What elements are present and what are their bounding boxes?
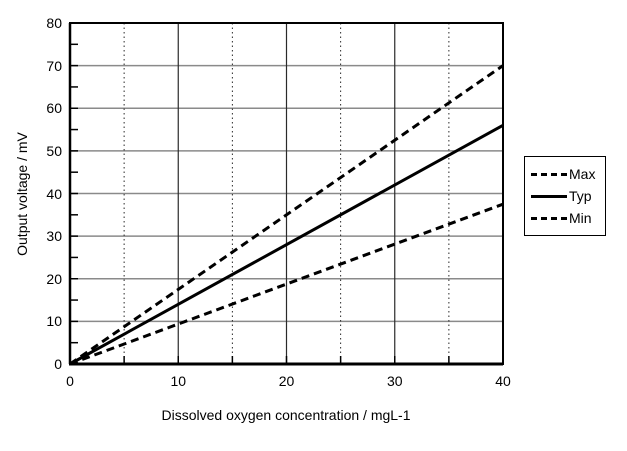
legend-dashed-line-icon — [531, 172, 567, 176]
y-tick-label-20: 20 — [46, 270, 62, 287]
legend-dashed-line-icon — [531, 216, 567, 220]
series-line-max — [69, 64, 504, 366]
legend-label-min: Min — [569, 210, 592, 226]
series-line-min — [69, 202, 504, 366]
y-tick-label-70: 70 — [46, 57, 62, 74]
x-axis-title: Dissolved oxygen concentration / mgL-1 — [161, 407, 411, 423]
legend-solid-line-icon — [531, 194, 567, 198]
legend-box: Max Typ Min — [524, 156, 606, 236]
legend-label-typ: Typ — [569, 188, 592, 204]
legend-label-max: Max — [569, 166, 596, 182]
series-line-typ — [69, 123, 504, 366]
x-tick-label-0: 0 — [66, 373, 74, 389]
x-tick-label-10: 10 — [170, 373, 187, 389]
y-tick-label-80: 80 — [46, 15, 62, 31]
x-tick-label-30: 30 — [386, 373, 403, 389]
legend-item-typ: Typ — [531, 188, 602, 204]
x-tick-label-40: 40 — [495, 373, 511, 389]
y-tick-label-60: 60 — [46, 100, 62, 117]
y-tick-label-10: 10 — [46, 313, 62, 330]
y-tick-label-50: 50 — [46, 142, 62, 159]
y-tick-label-0: 0 — [54, 356, 62, 372]
x-tick-label-20: 20 — [278, 373, 295, 389]
y-tick-label-40: 40 — [46, 185, 62, 202]
y-tick-label-30: 30 — [46, 228, 62, 245]
legend-item-max: Max — [531, 166, 602, 182]
legend-item-min: Min — [531, 210, 602, 226]
